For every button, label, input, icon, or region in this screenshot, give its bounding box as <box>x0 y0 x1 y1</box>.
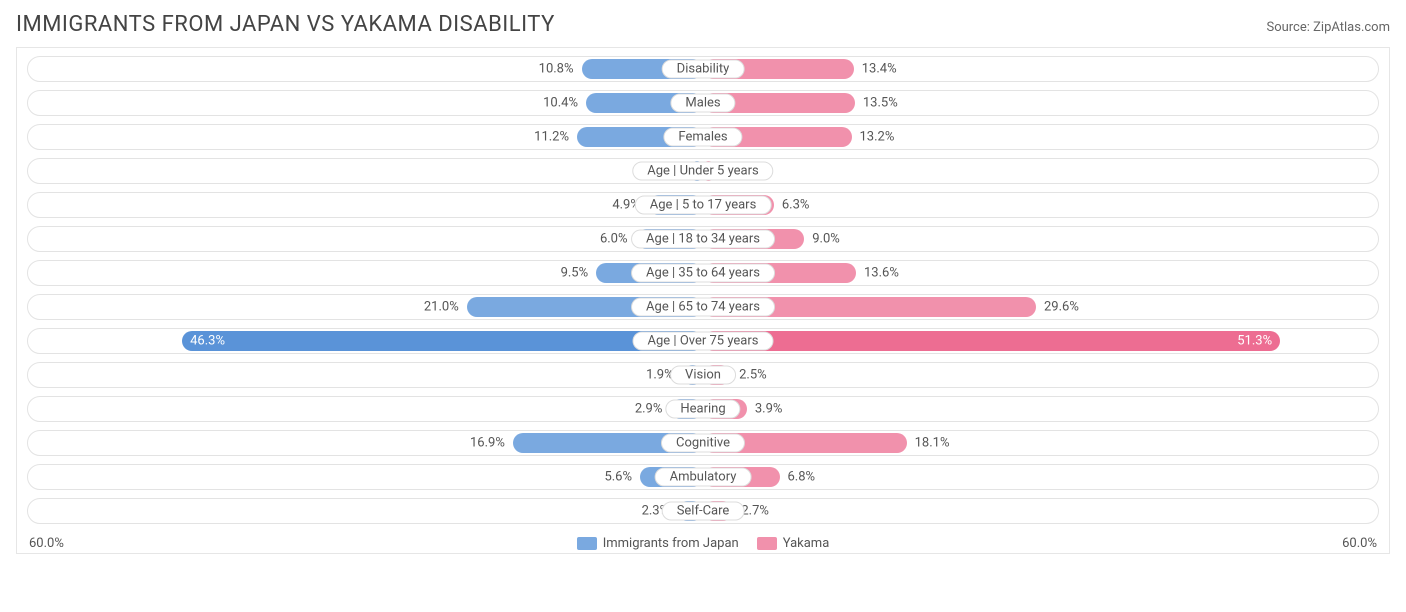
chart-header: IMMIGRANTS FROM JAPAN VS YAKAMA DISABILI… <box>16 12 1390 37</box>
row-label: Hearing <box>665 400 740 419</box>
chart-row: 16.9% 18.1% Cognitive <box>27 430 1379 456</box>
row-label: Age | Over 75 years <box>633 332 774 351</box>
value-right: 9.0% <box>812 232 840 247</box>
value-left: 6.0% <box>600 232 628 247</box>
value-left: 10.4% <box>543 96 578 111</box>
chart-row: 6.0% 9.0% Age | 18 to 34 years <box>27 226 1379 252</box>
chart-row: 4.9%6.3%Age | 5 to 17 years <box>27 192 1379 218</box>
chart-row: 10.4% 13.5% Males <box>27 90 1379 116</box>
row-label: Age | Under 5 years <box>632 162 773 181</box>
row-label: Females <box>663 128 742 147</box>
chart-row: 2.3%2.7%Self-Care <box>27 498 1379 524</box>
row-label: Males <box>670 94 735 113</box>
value-right: 2.5% <box>739 368 767 383</box>
axis-right-max: 60.0% <box>1342 536 1377 551</box>
value-left: 21.0% <box>424 300 459 315</box>
chart-row: 21.0% 29.6% Age | 65 to 74 years <box>27 294 1379 320</box>
axis-left-max: 60.0% <box>29 536 64 551</box>
value-right: 13.2% <box>860 130 895 145</box>
legend-swatch-right <box>757 537 777 550</box>
value-right: 51.3% <box>1237 334 1272 349</box>
chart-source: Source: ZipAtlas.com <box>1266 20 1390 35</box>
row-label: Age | 18 to 34 years <box>631 230 775 249</box>
chart-row: 2.9% 3.9% Hearing <box>27 396 1379 422</box>
row-label: Self-Care <box>662 502 745 521</box>
value-left: 5.6% <box>604 470 632 485</box>
legend-item-right: Yakama <box>757 536 830 551</box>
chart-row: 10.8% 13.4% Disability <box>27 56 1379 82</box>
value-left: 46.3% <box>190 334 225 349</box>
value-right: 29.6% <box>1044 300 1079 315</box>
legend-swatch-left <box>577 537 597 550</box>
chart-row: 1.9%2.5%Vision <box>27 362 1379 388</box>
value-left: 16.9% <box>470 436 505 451</box>
chart-row: 46.3% 51.3% Age | Over 75 years <box>27 328 1379 354</box>
value-right: 6.3% <box>782 198 810 213</box>
row-label: Ambulatory <box>655 468 752 487</box>
row-label: Disability <box>662 60 745 79</box>
legend-label-left: Immigrants from Japan <box>603 536 739 551</box>
value-right: 13.4% <box>862 62 897 77</box>
chart-row: 11.2% 13.2% Females <box>27 124 1379 150</box>
chart-footer: 60.0% Immigrants from Japan Yakama 60.0% <box>27 532 1379 551</box>
row-label: Vision <box>670 366 736 385</box>
chart-row: 5.6% 6.8% Ambulatory <box>27 464 1379 490</box>
chart-row: 9.5% 13.6% Age | 35 to 64 years <box>27 260 1379 286</box>
bar-left <box>182 331 703 351</box>
value-right: 3.9% <box>755 402 783 417</box>
value-left: 10.8% <box>539 62 574 77</box>
row-label: Age | 65 to 74 years <box>631 298 775 317</box>
value-left: 11.2% <box>534 130 569 145</box>
row-label: Cognitive <box>661 434 745 453</box>
legend-label-right: Yakama <box>783 536 830 551</box>
row-label: Age | 5 to 17 years <box>635 196 772 215</box>
value-right: 2.7% <box>741 504 769 519</box>
legend-item-left: Immigrants from Japan <box>577 536 739 551</box>
value-right: 13.5% <box>863 96 898 111</box>
chart-area: 10.8% 13.4% Disability 10.4% 13.5% Males 11.2%… <box>16 47 1390 554</box>
chart-row: 1.1%1.0%Age | Under 5 years <box>27 158 1379 184</box>
value-right: 18.1% <box>915 436 950 451</box>
value-left: 2.9% <box>635 402 663 417</box>
value-right: 13.6% <box>864 266 899 281</box>
value-left: 9.5% <box>561 266 589 281</box>
chart-title: IMMIGRANTS FROM JAPAN VS YAKAMA DISABILI… <box>16 12 555 37</box>
legend: Immigrants from Japan Yakama <box>577 536 830 551</box>
bar-right <box>703 331 1280 351</box>
value-right: 6.8% <box>788 470 816 485</box>
row-label: Age | 35 to 64 years <box>631 264 775 283</box>
